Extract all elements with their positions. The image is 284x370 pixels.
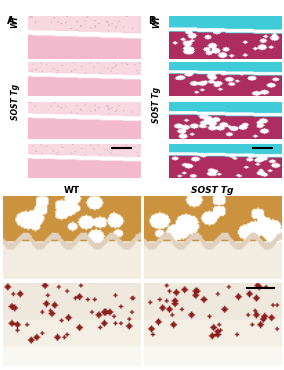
Text: WT: WT xyxy=(152,14,161,28)
Text: A: A xyxy=(7,16,14,26)
Text: B: B xyxy=(148,16,156,26)
Title: WT: WT xyxy=(63,186,80,195)
Text: SOST Tg: SOST Tg xyxy=(152,87,161,123)
Title: SOST Tg: SOST Tg xyxy=(191,186,234,195)
Text: SOST Tg: SOST Tg xyxy=(11,84,20,120)
Text: WT: WT xyxy=(11,14,20,28)
